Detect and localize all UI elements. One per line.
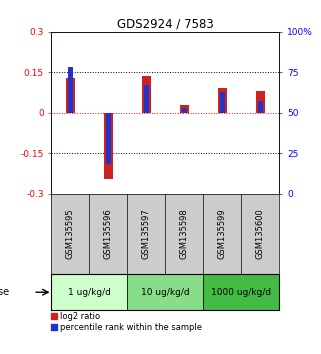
Bar (127, 274, 203, 310)
Bar (256, 91, 265, 113)
Bar (106, 113, 111, 165)
Bar (203, 274, 279, 310)
Title: GDS2924 / 7583: GDS2924 / 7583 (117, 18, 214, 31)
Text: 10 ug/kg/d: 10 ug/kg/d (141, 288, 190, 297)
Bar (182, 108, 187, 113)
Legend: log2 ratio, percentile rank within the sample: log2 ratio, percentile rank within the s… (51, 312, 202, 332)
Bar (258, 101, 263, 113)
Text: 1000 ug/kg/d: 1000 ug/kg/d (211, 288, 271, 297)
Text: GSM135600: GSM135600 (256, 209, 265, 259)
Text: dose: dose (0, 287, 10, 297)
Text: GSM135598: GSM135598 (180, 209, 189, 259)
Bar (68, 68, 73, 113)
Bar (220, 92, 225, 113)
Bar (65, 78, 75, 113)
Text: GSM135599: GSM135599 (218, 209, 227, 259)
Text: GSM135596: GSM135596 (104, 209, 113, 259)
Bar (144, 85, 149, 113)
Bar (51, 274, 127, 310)
Bar (142, 76, 151, 113)
Text: GSM135595: GSM135595 (66, 209, 75, 259)
Bar (218, 88, 227, 113)
Text: 1 ug/kg/d: 1 ug/kg/d (68, 288, 111, 297)
Bar (179, 105, 189, 113)
Bar (104, 113, 113, 179)
Text: GSM135597: GSM135597 (142, 209, 151, 259)
